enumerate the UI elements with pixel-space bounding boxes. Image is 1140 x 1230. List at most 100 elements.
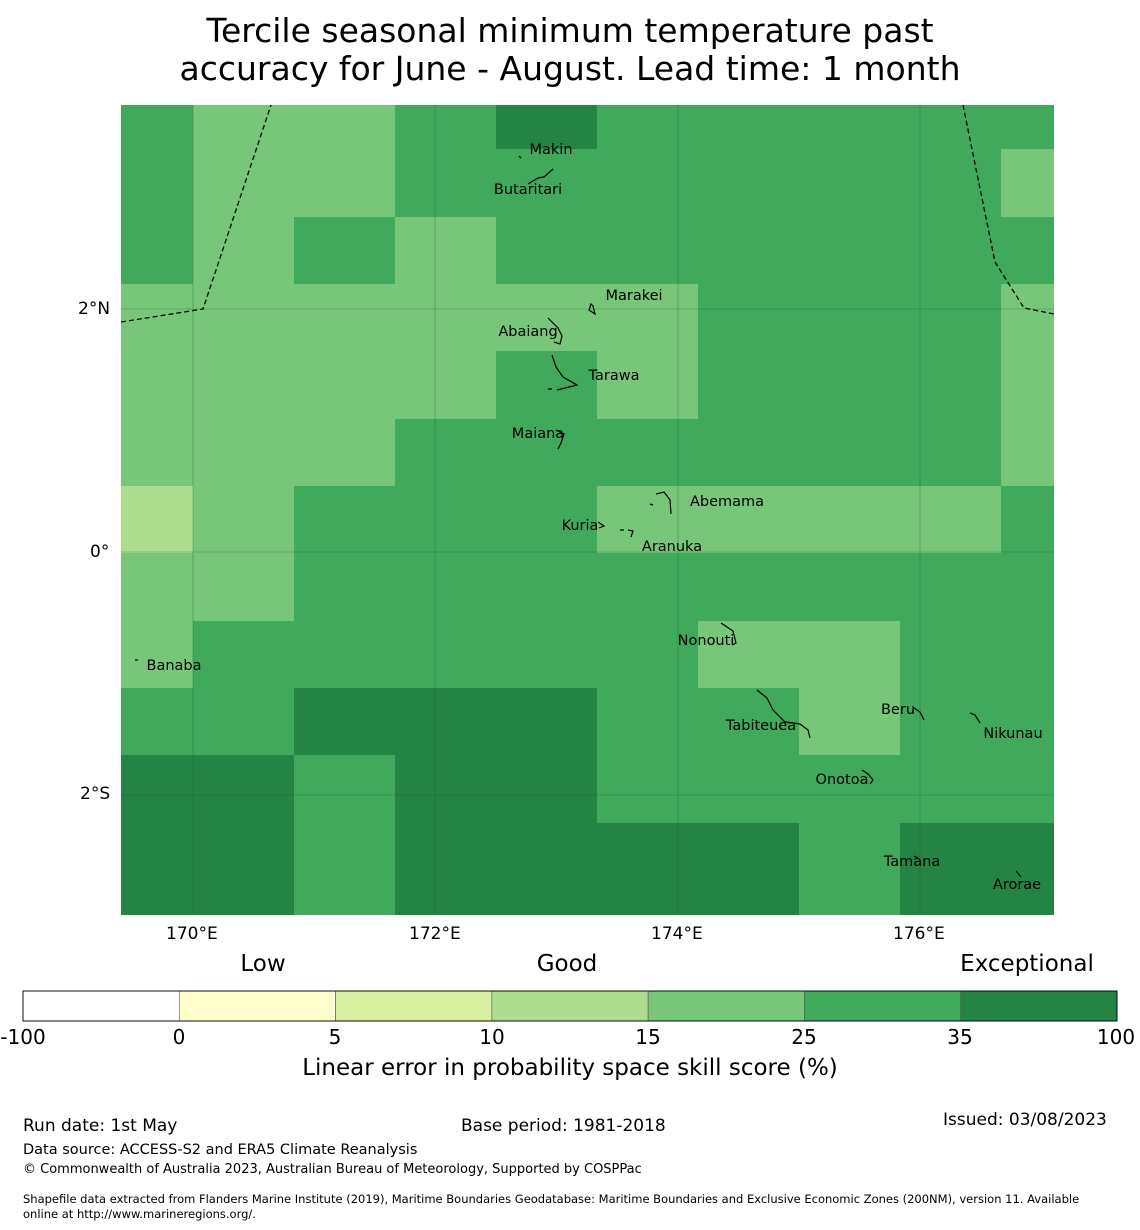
grid-cell	[121, 688, 193, 755]
grid-cell	[496, 486, 597, 553]
graticule	[121, 105, 1054, 915]
grid-cell	[294, 217, 395, 284]
grid-cell	[597, 553, 698, 621]
lat-tick-2n: 2°N	[78, 299, 111, 319]
label-marakei: Marakei	[605, 288, 663, 304]
grid-cell	[193, 553, 294, 621]
island-butaritari	[527, 168, 554, 185]
grid-cell	[496, 755, 597, 823]
island-kuria	[597, 521, 624, 531]
grid-cell	[121, 755, 193, 823]
grid-cell	[799, 553, 900, 621]
island-outlines	[135, 145, 1022, 878]
grid-cell	[900, 890, 1001, 915]
grid-cell	[799, 890, 900, 915]
grid-cell	[193, 621, 294, 688]
grid-cell	[597, 149, 698, 217]
grid-cell	[698, 419, 799, 486]
label-butaritari: Butaritari	[493, 182, 563, 198]
grid-cell	[496, 553, 597, 621]
category-exceptional: Exceptional	[960, 951, 1094, 977]
grid-cell	[597, 890, 698, 915]
grid-cell	[294, 149, 395, 217]
grid-cell	[698, 553, 799, 621]
colorbar-swatch	[178, 990, 336, 1022]
island-marakei	[588, 302, 596, 316]
island-tarawa	[548, 354, 579, 391]
grid-cell	[395, 419, 496, 486]
grid-cell	[193, 823, 294, 890]
skill-grid	[121, 105, 1054, 915]
grid-cell	[1001, 217, 1054, 284]
base-period: Base period: 1981-2018	[461, 1116, 666, 1136]
grid-cell	[1001, 351, 1054, 419]
island-beru	[913, 707, 925, 721]
grid-cell	[294, 486, 395, 553]
grid-cell	[395, 823, 496, 890]
island-tamana	[913, 855, 919, 859]
grid-cell	[597, 217, 698, 284]
grid-cell	[799, 105, 900, 149]
grid-cell	[496, 419, 597, 486]
grid-cell	[597, 823, 698, 890]
chart-title-line2: accuracy for June - August. Lead time: 1…	[179, 49, 961, 88]
grid-cell	[1001, 419, 1054, 486]
grid-cell	[121, 149, 193, 217]
grid-cell	[121, 553, 193, 621]
colorbar-swatch	[335, 990, 493, 1022]
lat-tick-0: 0°	[90, 542, 110, 562]
label-beru: Beru	[880, 702, 916, 718]
colorbar-swatch	[22, 990, 180, 1022]
colorbar	[22, 990, 1118, 1022]
grid-cell	[698, 351, 799, 419]
colorbar-swatch	[804, 990, 962, 1022]
grid-cell	[121, 486, 193, 553]
grid-cell	[193, 486, 294, 553]
grid-cell	[1001, 486, 1054, 553]
label-abemama: Abemama	[689, 494, 765, 510]
island-abaiang	[547, 317, 563, 345]
grid-cell	[193, 284, 294, 351]
grid-cell	[193, 217, 294, 284]
grid-cell	[496, 105, 597, 149]
grid-cell	[294, 823, 395, 890]
grid-cell	[597, 755, 698, 823]
colorbar-tick: 35	[947, 1025, 973, 1049]
grid-cell	[698, 105, 799, 149]
grid-cell	[496, 149, 597, 217]
shapefile-credit-line2: online at http://www.marineregions.org/.	[23, 1207, 256, 1221]
lon-tick-172e: 172°E	[409, 924, 461, 944]
grid-cell	[900, 486, 1001, 553]
grid-cell	[496, 621, 597, 688]
colorbar-swatch	[647, 990, 805, 1022]
grid-cell	[900, 688, 1001, 755]
grid-cell	[900, 553, 1001, 621]
grid-cell	[193, 688, 294, 755]
issued-date: Issued: 03/08/2023	[943, 1110, 1107, 1130]
label-onotoa: Onotoa	[815, 772, 869, 788]
label-tamana: Tamana	[883, 854, 941, 870]
grid-cell	[900, 823, 1001, 890]
label-aranuka: Aranuka	[641, 539, 703, 555]
colorbar-tick: -100	[0, 1025, 46, 1049]
grid-cell	[294, 105, 395, 149]
grid-cell	[395, 486, 496, 553]
label-tabiteuea: Tabiteuea	[725, 718, 797, 734]
colorbar-swatch	[960, 990, 1118, 1022]
grid-cell	[698, 486, 799, 553]
grid-cell	[698, 621, 799, 688]
grid-cell	[193, 890, 294, 915]
colorbar-frame	[22, 990, 1118, 1022]
grid-cell	[193, 419, 294, 486]
grid-cell	[1001, 553, 1054, 621]
grid-cell	[121, 621, 193, 688]
grid-cell	[395, 105, 496, 149]
eez-boundary-east	[962, 104, 1055, 315]
grid-cell	[294, 890, 395, 915]
grid-cell	[121, 284, 193, 351]
grid-cell	[121, 823, 193, 890]
grid-cell	[395, 553, 496, 621]
grid-cell	[1001, 149, 1054, 217]
island-aranuka	[627, 529, 634, 538]
